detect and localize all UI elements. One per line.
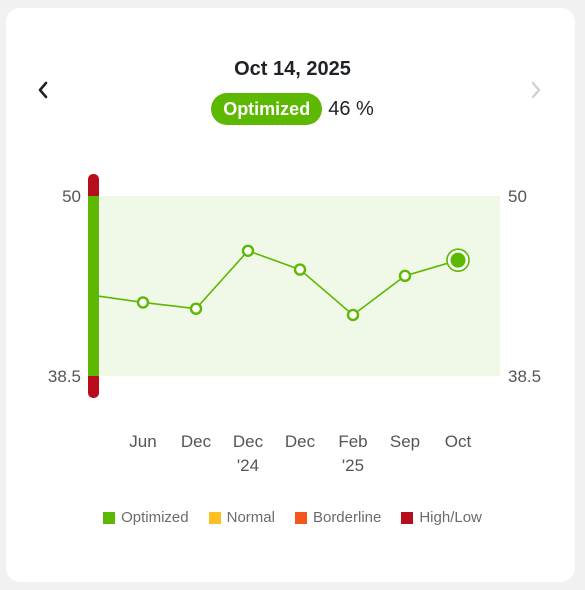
- data-point: [398, 269, 412, 283]
- x-tick-label: Dec: [285, 432, 316, 451]
- status-badge: Optimized: [211, 93, 323, 125]
- data-point: [136, 296, 150, 309]
- data-point-selected: [450, 252, 466, 268]
- x-tick-label: Dec: [181, 432, 212, 451]
- data-point: [293, 263, 307, 276]
- legend-swatch: [208, 511, 221, 524]
- legend-label: Optimized: [121, 509, 189, 526]
- legend-swatch: [103, 511, 116, 524]
- x-tick-label: Jun: [129, 432, 156, 451]
- legend-label: High/Low: [419, 509, 482, 526]
- x-tick-label: '25: [342, 456, 364, 475]
- status-percent: 46 %: [328, 97, 374, 120]
- x-tick-label: Dec: [233, 432, 264, 451]
- chevron-right-icon: [531, 81, 541, 99]
- x-tick-label: Sep: [390, 432, 420, 451]
- range-bar-optimized: [88, 196, 99, 376]
- data-point: [346, 308, 360, 322]
- legend-label: Normal: [226, 509, 275, 526]
- legend-swatch: [294, 511, 307, 524]
- series-line: [98, 249, 459, 316]
- legend-item: Borderline: [294, 509, 382, 526]
- status-row: Optimized 46 %: [0, 93, 585, 125]
- trend-chart: 50 50 38.5 38.5 Jun Dec Dec '24 Dec Feb '25 Sep Oct: [48, 174, 541, 475]
- data-point: [189, 302, 203, 315]
- x-tick-label: Oct: [445, 432, 472, 451]
- y-tick-label-right: 38.5: [508, 367, 541, 386]
- x-tick-label: '24: [237, 456, 259, 475]
- x-tick-label: Feb: [338, 432, 367, 451]
- next-button[interactable]: [525, 78, 547, 102]
- previous-button[interactable]: [32, 78, 54, 102]
- y-tick-label-left: 38.5: [48, 367, 81, 386]
- legend-item: Normal: [208, 509, 275, 526]
- reading-date: Oct 14, 2025: [234, 58, 351, 80]
- legend-swatch: [401, 511, 414, 524]
- chevron-left-icon: [38, 81, 48, 99]
- legend-item: Optimized: [103, 509, 189, 526]
- optimal-range-band: [100, 196, 500, 376]
- y-tick-label-left: 50: [62, 187, 81, 206]
- legend: Optimized Normal Borderline High/Low: [0, 509, 585, 526]
- legend-label: Borderline: [312, 509, 382, 526]
- y-tick-label-right: 50: [508, 187, 527, 206]
- legend-item: High/Low: [401, 509, 482, 526]
- data-point: [241, 244, 255, 257]
